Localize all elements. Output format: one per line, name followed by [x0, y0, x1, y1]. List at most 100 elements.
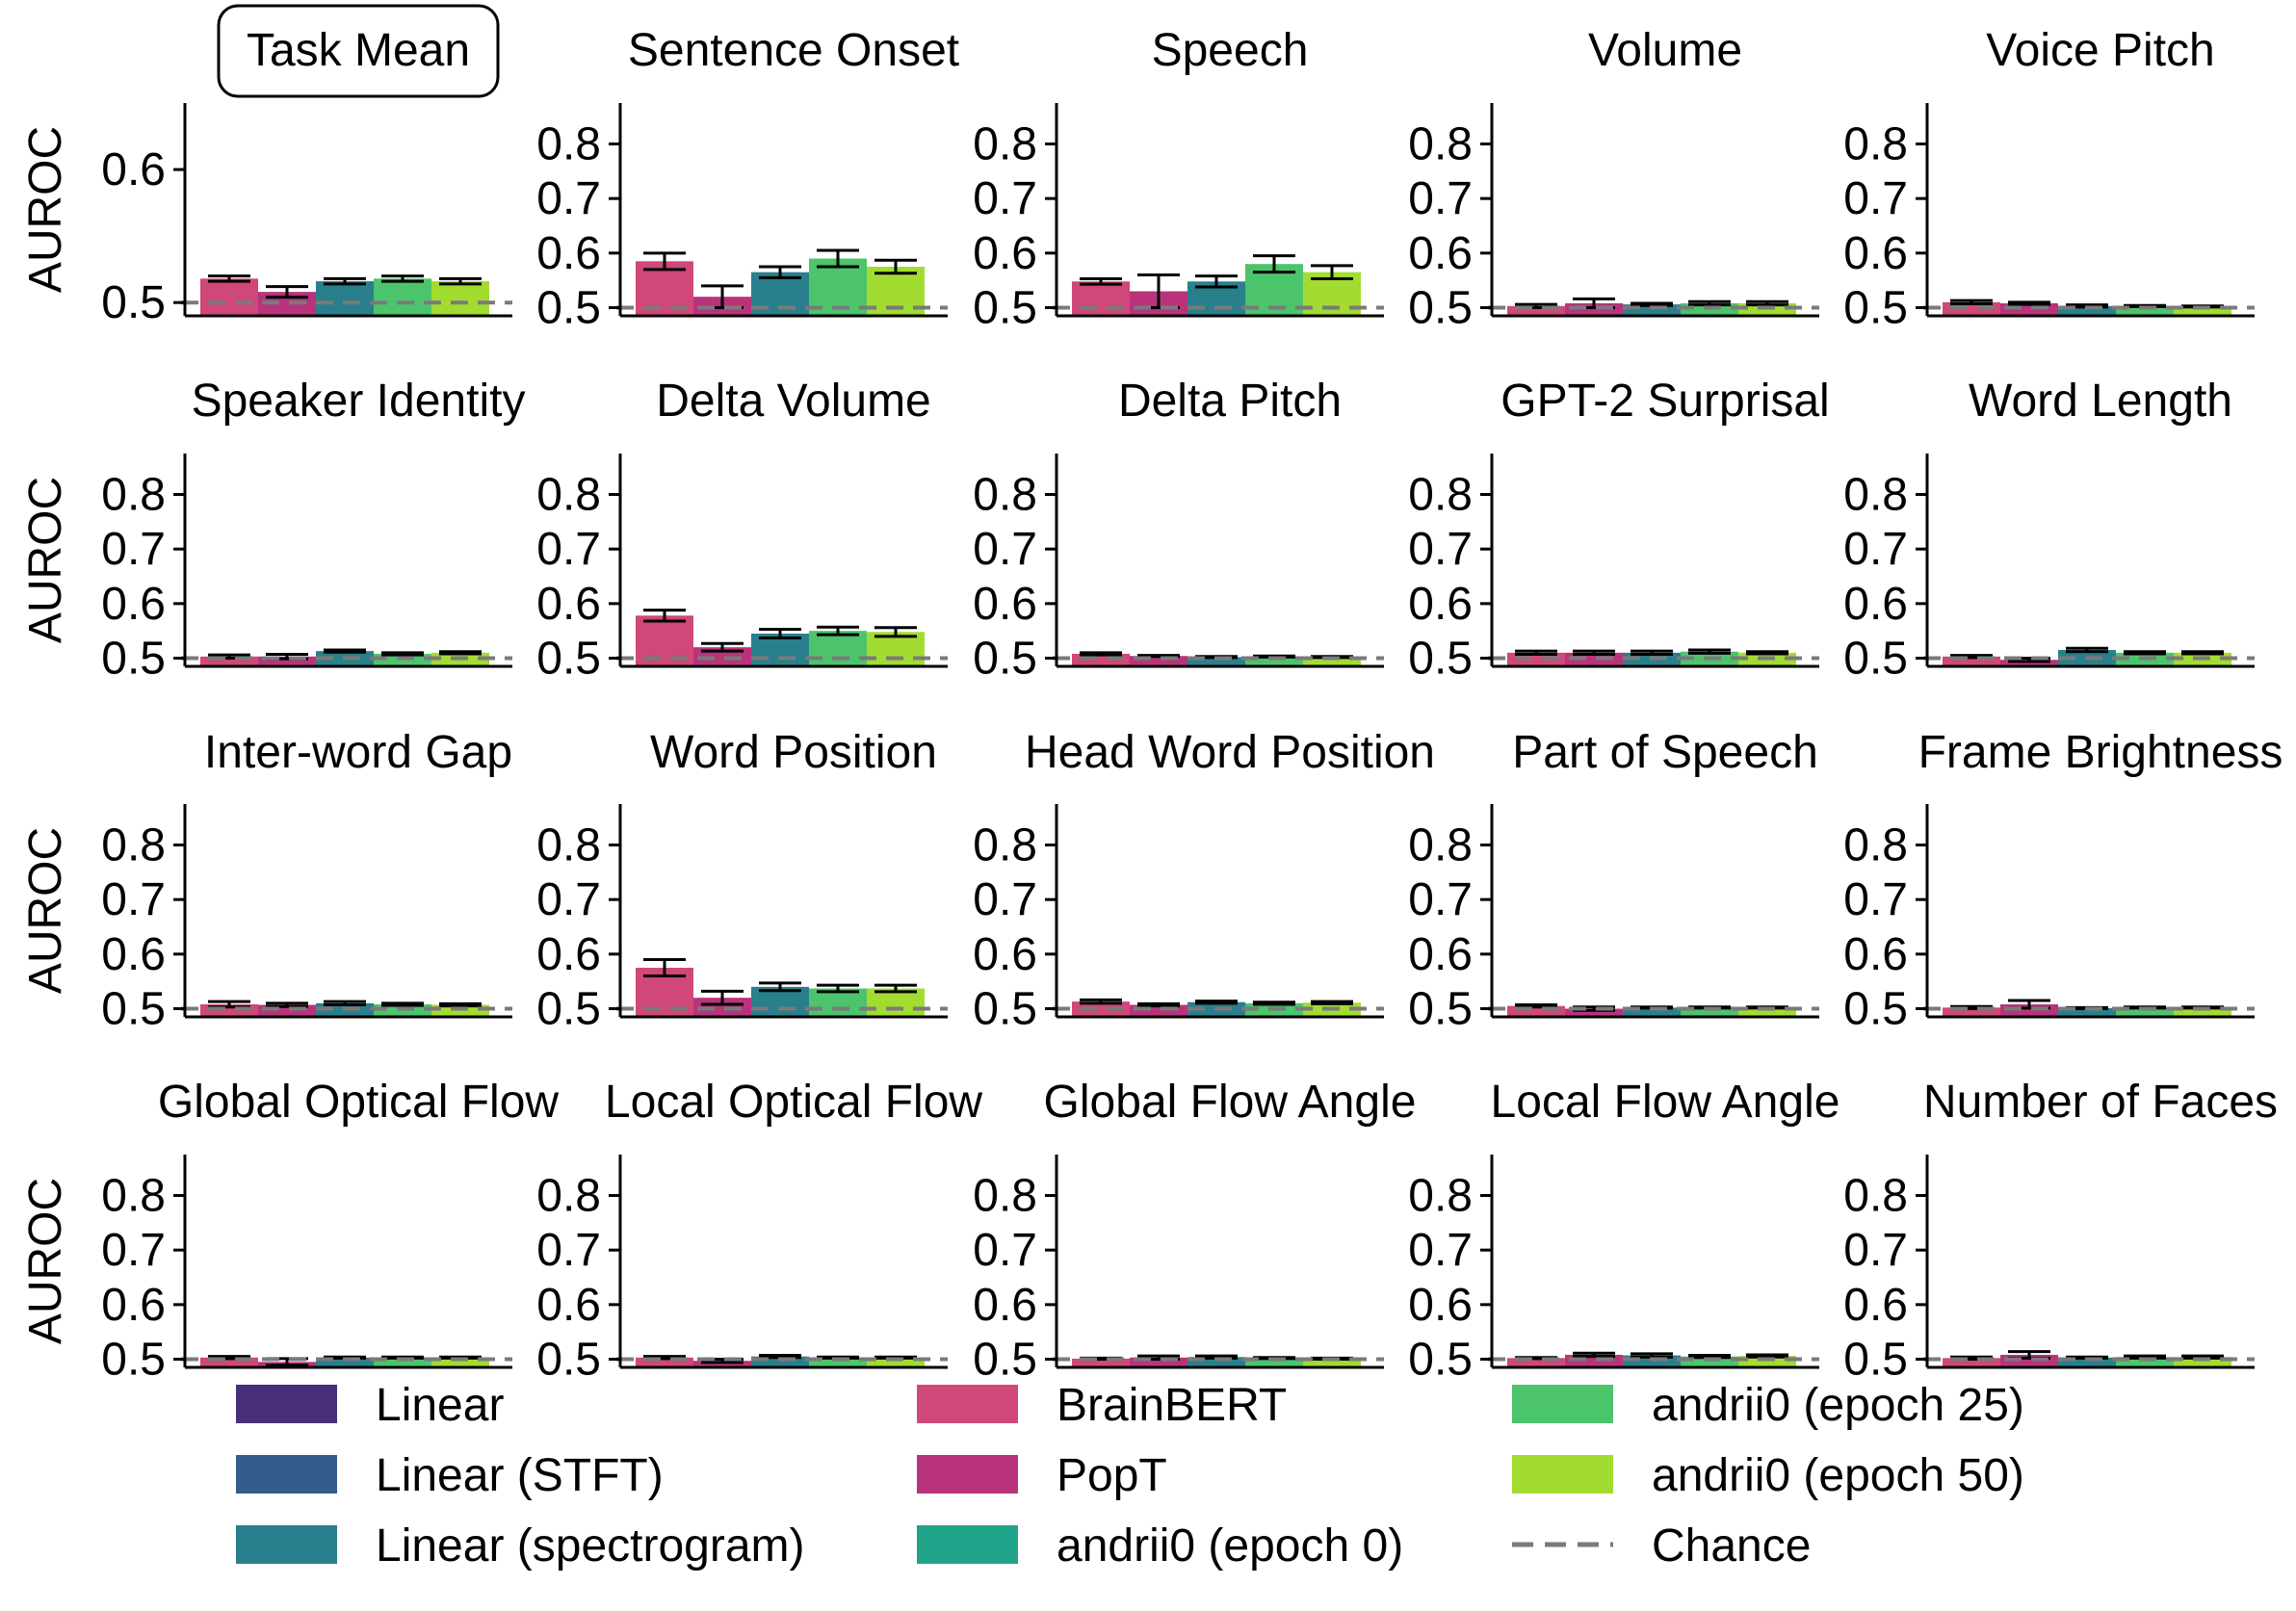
y-tick-label: 0.6: [1408, 929, 1473, 980]
y-tick-label: 0.8: [101, 470, 166, 521]
bar-linear-spectrogram: [316, 1357, 374, 1367]
bar-andrii0-epoch-25: [809, 631, 867, 666]
legend-item-andrii0-epoch-25: andrii0 (epoch 25): [1512, 1380, 2024, 1431]
bar-andrii0-epoch-50: [1738, 1007, 1796, 1017]
legend-swatch: [236, 1455, 337, 1494]
panel-title: Word Length: [1969, 376, 2232, 427]
panel-title-box: [217, 4, 500, 98]
y-axis-label: AUROC: [20, 477, 71, 643]
y-tick-label: 0.5: [973, 283, 1037, 334]
panel-title: Voice Pitch: [1986, 25, 2214, 76]
legend-swatch: [236, 1525, 337, 1564]
panel-part-of-speech: Part of Speech 0.50.60.70.8: [1408, 727, 1819, 1035]
y-tick-label: 0.8: [1408, 470, 1473, 521]
y-tick-label: 0.6: [536, 228, 601, 279]
legend-label: BrainBERT: [1057, 1380, 1287, 1431]
bar-popt: [2000, 660, 2058, 666]
y-tick-label: 0.6: [1843, 929, 1908, 980]
panel-title: Task Mean: [247, 25, 470, 76]
y-tick-label: 0.8: [1843, 1171, 1908, 1222]
panel-title: Part of Speech: [1512, 727, 1818, 778]
bar-linear-spectrogram: [1623, 1007, 1681, 1017]
bar-andrii0-epoch-25: [809, 1357, 867, 1367]
y-tick-label: 0.7: [536, 1225, 601, 1276]
panel-title: Volume: [1588, 25, 1742, 76]
y-tick-label: 0.6: [973, 228, 1037, 279]
y-tick-label: 0.7: [973, 524, 1037, 575]
legend-item-chance: Chance: [1512, 1520, 1811, 1572]
y-tick-label: 0.8: [973, 119, 1037, 170]
y-tick-label: 0.5: [101, 277, 166, 328]
panel-speech: Speech 0.50.60.70.8: [973, 25, 1384, 334]
y-tick-label: 0.8: [973, 470, 1037, 521]
y-tick-label: 0.5: [536, 283, 601, 334]
y-tick-label: 0.5: [536, 1335, 601, 1386]
y-tick-label: 0.7: [101, 874, 166, 925]
bar-linear-spectrogram: [1623, 304, 1681, 316]
y-tick-label: 0.8: [101, 1171, 166, 1222]
bar-brainbert: [200, 656, 258, 666]
y-tick-label: 0.5: [1408, 634, 1473, 685]
bar-brainbert: [1072, 1358, 1130, 1367]
panel-task-mean: Task Mean AUROC 0.5 0.6: [20, 4, 512, 328]
bar-linear-spectrogram: [1187, 657, 1245, 666]
panel-number-of-faces: Number of Faces 0.50.60.70.8: [1843, 1077, 2278, 1386]
bar-andrii0-epoch-50: [1303, 1358, 1361, 1367]
y-tick-label: 0.8: [536, 1171, 601, 1222]
y-tick-label: 0.7: [1843, 874, 1908, 925]
y-tick-label: 0.7: [536, 524, 601, 575]
y-tick-label: 0.5: [1843, 283, 1908, 334]
y-tick-label: 0.7: [1843, 173, 1908, 224]
bar-andrii0-epoch-50: [431, 1357, 489, 1367]
y-tick-label: 0.5: [1408, 283, 1473, 334]
y-tick-label: 0.6: [536, 1280, 601, 1331]
y-tick-label: 0.5: [1408, 984, 1473, 1035]
y-tick-label: 0.7: [1408, 874, 1473, 925]
y-tick-label: 0.8: [1408, 1171, 1473, 1222]
y-tick-label: 0.7: [973, 1225, 1037, 1276]
bar-popt: [1130, 1357, 1187, 1367]
panel-inter-word-gap: Inter-word Gap AUROC 0.50.60.70.8: [20, 727, 512, 1035]
y-tick-label: 0.6: [973, 1280, 1037, 1331]
bar-andrii0-epoch-25: [809, 988, 867, 1017]
bar-andrii0-epoch-25: [2116, 1357, 2174, 1367]
panel-title: Delta Pitch: [1118, 376, 1342, 427]
bar-andrii0-epoch-50: [2174, 1357, 2231, 1367]
y-tick-label: 0.6: [101, 579, 166, 630]
legend: Linear Linear (STFT) Linear (spectrogram) B…: [236, 1380, 2024, 1572]
panel-frame-brightness: Frame Brightness 0.50.60.70.8: [1843, 727, 2283, 1035]
y-tick-label: 0.7: [1408, 524, 1473, 575]
bar-popt: [1565, 1008, 1623, 1017]
legend-item-linear: Linear: [236, 1380, 504, 1431]
bar-andrii0-epoch-25: [2116, 305, 2174, 316]
bar-linear-spectrogram: [1187, 1357, 1245, 1367]
y-tick-label: 0.6: [536, 579, 601, 630]
bar-andrii0-epoch-25: [1245, 1358, 1303, 1367]
legend-item-linear-stft: Linear (STFT): [236, 1450, 664, 1501]
y-tick-label: 0.8: [1843, 119, 1908, 170]
panel-title: Speaker Identity: [192, 376, 526, 427]
legend-swatch: [1512, 1455, 1613, 1494]
y-tick-label: 0.7: [536, 173, 601, 224]
y-tick-label: 0.6: [101, 929, 166, 980]
panel-title: Head Word Position: [1025, 727, 1435, 778]
bar-popt: [1565, 652, 1623, 666]
panel-title: Delta Volume: [656, 376, 931, 427]
legend-item-brainbert: BrainBERT: [917, 1380, 1287, 1431]
bar-andrii0-epoch-25: [374, 1357, 431, 1367]
panel-title: Number of Faces: [1923, 1077, 2278, 1128]
bar-brainbert: [1072, 281, 1130, 316]
legend-item-andrii0-epoch-50: andrii0 (epoch 50): [1512, 1450, 2024, 1501]
legend-label: Linear: [376, 1380, 504, 1431]
y-tick-label: 0.6: [101, 144, 166, 195]
y-tick-label: 0.5: [536, 984, 601, 1035]
y-tick-label: 0.6: [1408, 228, 1473, 279]
y-tick-label: 0.5: [973, 634, 1037, 685]
bar-popt: [258, 656, 316, 666]
y-tick-label: 0.5: [536, 634, 601, 685]
bar-linear-spectrogram: [316, 281, 374, 316]
panel-speaker-identity: Speaker Identity AUROC 0.50.60.70.8: [20, 376, 525, 685]
bar-brainbert: [1507, 1358, 1565, 1367]
y-tick-label: 0.8: [536, 119, 601, 170]
